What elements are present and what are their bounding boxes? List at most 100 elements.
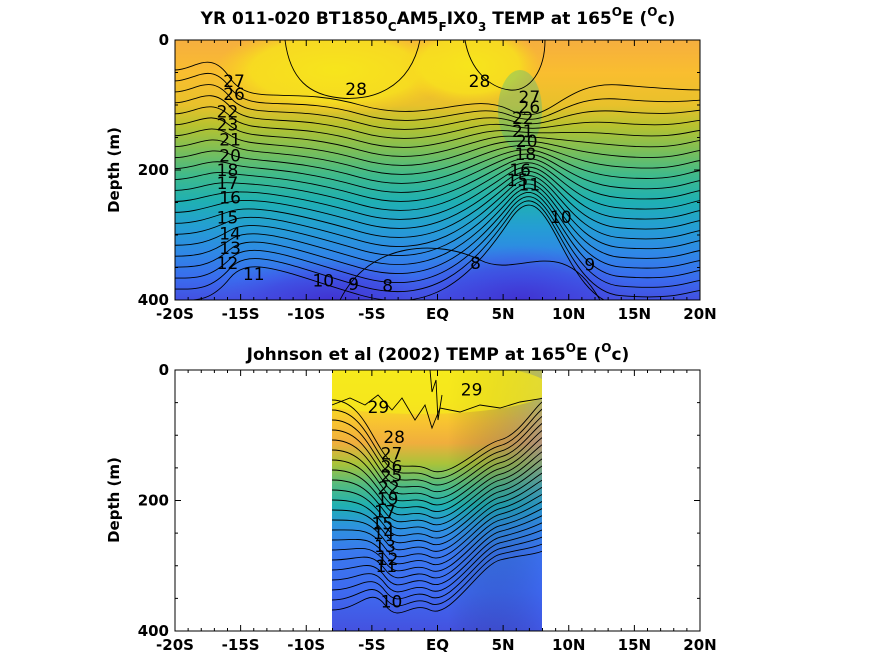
bottom-y-axis: 0 200 400	[138, 361, 700, 640]
x-tick-label: EQ	[426, 636, 449, 654]
x-tick-label: 5N	[492, 636, 515, 654]
x-tick-label: 10N	[552, 305, 585, 323]
contour-label: 11	[375, 557, 397, 577]
contour-label: 29	[461, 381, 483, 401]
contour-label: 27	[223, 72, 245, 92]
contour-line	[332, 415, 542, 486]
x-tick-label: -20S	[156, 305, 194, 323]
x-tick-label: 10N	[552, 636, 585, 654]
contour-label: 10	[312, 272, 334, 292]
x-tick-label: 20N	[683, 636, 716, 654]
x-tick-label: -10S	[287, 636, 325, 654]
x-tick-label: -5S	[358, 305, 385, 323]
contour-line	[332, 430, 542, 499]
contour-line	[175, 95, 700, 139]
contour-label: 14	[373, 524, 395, 544]
contour-label: 17	[217, 174, 239, 194]
bottom-panel: Johnson et al (2002) TEMP at 165OE (Oc) …	[105, 341, 717, 654]
contour-label: 22	[512, 109, 534, 129]
contour-label: 28	[469, 72, 491, 92]
contour-line	[175, 128, 700, 166]
bottom-temperature-field	[332, 370, 542, 631]
contour-line	[332, 451, 542, 519]
contour-line	[332, 394, 542, 430]
contour-line	[175, 61, 700, 116]
x-tick-label: -15S	[222, 636, 260, 654]
contour-label: 23	[217, 116, 239, 136]
contour-line	[175, 196, 700, 288]
contour-label: 10	[381, 593, 403, 613]
x-tick-label: 5N	[492, 305, 515, 323]
contour-line	[332, 536, 542, 600]
contour-line	[332, 508, 542, 572]
y-tick-label: 200	[138, 161, 169, 179]
contour-label: 9	[348, 275, 359, 295]
contour-label: 27	[381, 445, 403, 465]
contour-line	[332, 493, 542, 559]
top-chart-title: YR 011-020 BT1850CAM5FIX03 TEMP at 165OE…	[200, 5, 676, 34]
contour-label: 22	[378, 478, 400, 498]
contour-label: 26	[519, 98, 541, 118]
contour-label: 27	[519, 88, 541, 108]
contour-line	[332, 399, 542, 473]
bottom-chart-title: Johnson et al (2002) TEMP at 165OE (Oc)	[246, 341, 630, 365]
top-panel: YR 011-020 BT1850CAM5FIX03 TEMP at 165OE…	[105, 5, 717, 323]
contour-label: 8	[382, 277, 393, 297]
contour-line	[175, 175, 700, 240]
contour-line	[175, 117, 700, 157]
y-tick-label: 200	[138, 492, 169, 510]
x-tick-label: -5S	[358, 636, 385, 654]
contour-line	[175, 166, 700, 220]
x-tick-label: 15N	[618, 636, 651, 654]
contour-line	[332, 444, 542, 513]
contour-line	[175, 187, 700, 269]
contour-label: 10	[550, 208, 572, 228]
contour-label: 22	[217, 103, 239, 123]
x-tick-label: -20S	[156, 636, 194, 654]
top-y-axis: 0 200 400	[138, 31, 700, 309]
bottom-y-axis-label: Depth (m)	[105, 457, 123, 543]
contour-label: 15	[507, 171, 529, 191]
contour-line	[332, 408, 542, 479]
contour-label: 20	[219, 147, 241, 167]
contour-label: 20	[516, 132, 538, 152]
top-y-axis-label: Depth (m)	[105, 127, 123, 213]
contour-line	[332, 465, 542, 532]
contour-line	[175, 192, 700, 279]
contour-line	[332, 422, 542, 493]
x-tick-label: 15N	[618, 305, 651, 323]
y-tick-label: 400	[138, 291, 169, 309]
contour-label: 15	[217, 208, 239, 228]
contour-line	[332, 479, 542, 546]
contour-line	[175, 84, 700, 130]
contour-label: 12	[217, 254, 239, 274]
contour-line	[332, 486, 542, 552]
contour-label: 16	[219, 188, 241, 208]
contour-label: 17	[374, 503, 396, 523]
contour-line	[332, 501, 542, 566]
contour-line	[175, 153, 700, 193]
contour-label: 26	[223, 85, 245, 105]
contour-line	[175, 170, 700, 230]
contour-label: 19	[377, 490, 399, 510]
top-contour-lines	[175, 40, 700, 300]
top-x-axis: -20S -15S -10S -5S EQ 5N 10N 15N 20N	[156, 40, 717, 323]
contour-label: 25	[381, 467, 403, 487]
contour-label: 26	[381, 458, 403, 478]
contour-line	[332, 437, 542, 506]
x-tick-label: 20N	[683, 305, 716, 323]
contour-label: 11	[243, 265, 265, 285]
contour-line	[332, 515, 542, 579]
x-tick-label: EQ	[426, 305, 449, 323]
contour-line	[175, 200, 700, 298]
contour-label: 14	[219, 225, 241, 245]
contour-label: 13	[219, 239, 241, 259]
contour-label: 29	[368, 398, 390, 418]
contour-line	[332, 529, 542, 593]
contour-label: 13	[374, 537, 396, 557]
x-tick-label: -10S	[287, 305, 325, 323]
y-tick-label: 400	[138, 622, 169, 640]
